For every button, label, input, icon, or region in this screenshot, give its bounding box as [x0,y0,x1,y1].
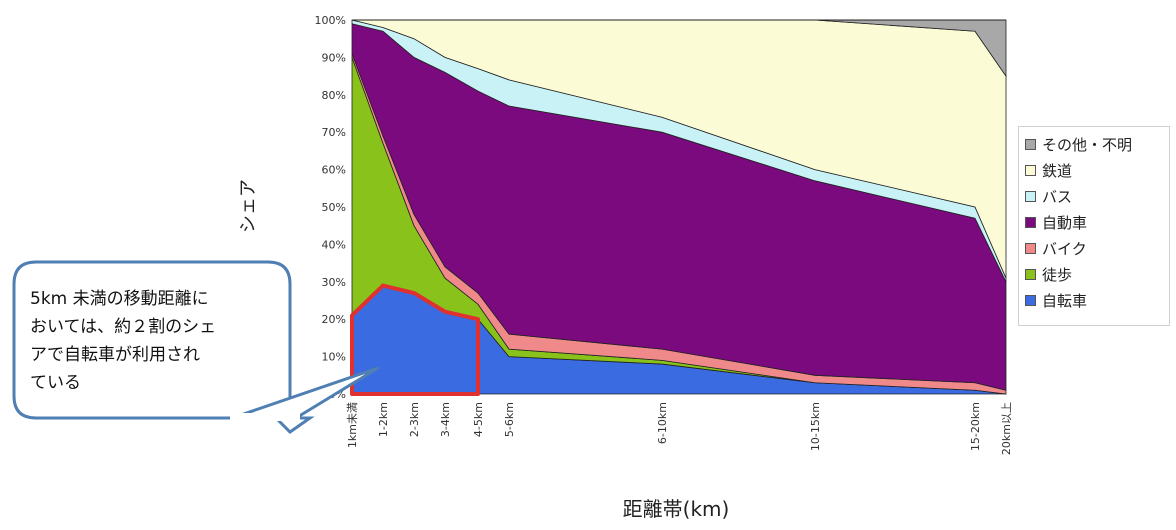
x-tick-label: 10-15km [809,402,822,451]
callout-pointer-mask [230,413,300,421]
annotation-line: ている [30,373,81,393]
y-tick-label: 90% [322,51,346,64]
legend-item: 自動車 [1025,209,1169,235]
y-tick-label: 70% [322,126,346,139]
y-tick-label: 10% [322,351,346,364]
y-axis-label: シェア [238,179,259,233]
legend-item: バス [1025,183,1169,209]
legend-label: 徒歩 [1042,265,1073,284]
legend-swatch [1025,216,1036,228]
y-tick-label: 60% [322,164,346,177]
legend-item: 徒歩 [1025,261,1169,287]
bicycle-highlight-outline [350,283,480,396]
x-tick-label: 3-4km [439,402,452,437]
legend-swatch [1025,294,1036,306]
y-tick-label: 40% [322,238,346,251]
annotation-line: 5km 未満の移動距離に [30,289,209,309]
stacked-areas [351,19,1007,395]
legend-label: 自動車 [1042,213,1088,232]
legend-label: 自転車 [1042,291,1088,310]
legend-label: バイク [1042,239,1087,258]
y-tick-label: 80% [322,89,346,102]
x-tick-label: 6-10km [656,402,669,444]
y-axis-ticks: 0%10%20%30%40%50%60%70%80%90%100% [315,14,346,401]
x-tick-label: 4-5km [472,402,485,437]
y-tick-label: 20% [322,313,346,326]
x-tick-label: 15-20km [969,402,982,451]
legend-swatch [1025,242,1036,254]
legend-swatch [1025,190,1036,202]
legend-item: 自転車 [1025,287,1169,313]
legend-item: その他・不明 [1025,131,1169,157]
y-tick-label: 30% [322,276,346,289]
x-axis-label: 距離帯(km) [623,497,730,521]
y-tick-label: 100% [315,14,346,27]
legend-item: 鉄道 [1025,157,1169,183]
legend-label: その他・不明 [1042,135,1133,154]
legend-label: バス [1042,187,1073,206]
x-tick-label: 5-6km [503,402,516,437]
x-tick-label: 1-2km [377,402,390,437]
annotation-line: おいては、約２割のシェ [30,317,217,337]
annotation-line: アで自転車が利用され [30,345,200,365]
legend-swatch [1025,268,1036,280]
legend-swatch [1025,138,1036,150]
legend-label: 鉄道 [1042,161,1073,180]
x-axis-ticks: 1km未満 1-2km 2-3km 3-4km 4-5km 5-6km 6-10km 10-1… [346,402,1013,455]
x-tick-label: 20km以上 [1000,402,1013,455]
legend: その他・不明 鉄道バス自動車バイク徒歩自転車 [1018,126,1170,326]
y-tick-label: 50% [322,201,346,214]
callout-bubble [12,260,315,434]
legend-swatch [1025,164,1036,176]
x-tick-label: 1km未満 [346,402,359,448]
x-tick-label: 2-3km [408,402,421,437]
legend-item: バイク [1025,235,1169,261]
annotation-text: 5km 未満の移動距離に おいては、約２割のシェ アで自転車が利用され ている [30,285,280,397]
